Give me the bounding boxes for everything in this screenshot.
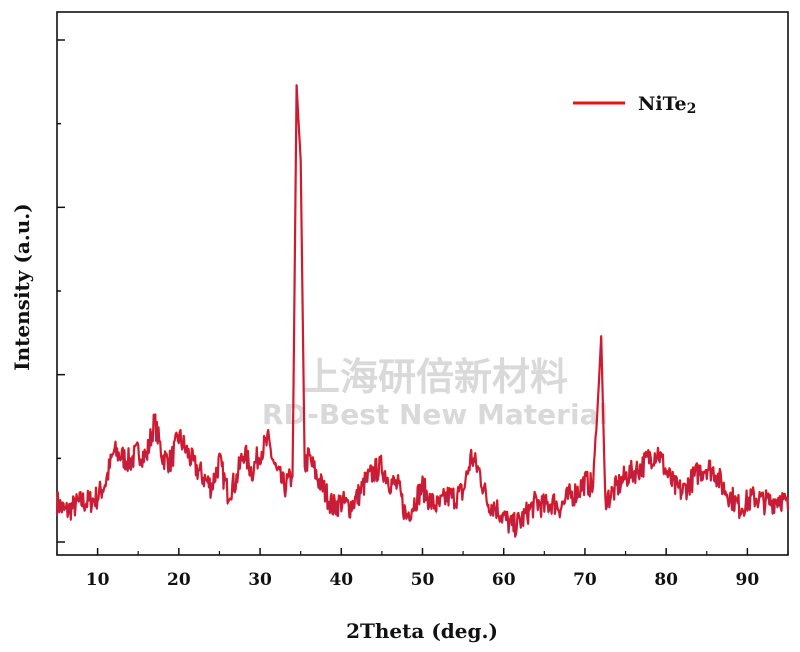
series-line-shadow <box>56 86 789 539</box>
legend: NiTe2 <box>573 93 696 117</box>
x-tick-label-30: 30 <box>248 570 272 590</box>
y-axis-ticks <box>57 39 65 543</box>
series-line-nite2 <box>55 84 790 538</box>
legend-label-main: NiTe <box>638 93 687 115</box>
x-axis-title: 2Theta (deg.) <box>346 619 498 643</box>
y-axis-title: Intensity (a.u.) <box>10 203 34 370</box>
watermark-english: RD-Best New Material <box>262 398 608 431</box>
x-tick-label-70: 70 <box>573 570 597 590</box>
x-tick-label-40: 40 <box>329 570 353 590</box>
x-axis-ticks <box>56 548 789 555</box>
watermark-chinese: 上海研倍新材料 <box>302 355 568 399</box>
x-axis-tick-labels: 10 20 30 40 50 60 70 80 90 <box>86 570 760 590</box>
x-tick-label-20: 20 <box>167 570 191 590</box>
x-tick-label-90: 90 <box>736 570 760 590</box>
legend-label-nite2: NiTe2 <box>638 93 696 117</box>
legend-label-subscript: 2 <box>687 101 697 117</box>
x-tick-label-50: 50 <box>411 570 435 590</box>
x-tick-label-80: 80 <box>654 570 678 590</box>
x-tick-label-60: 60 <box>492 570 516 590</box>
x-tick-label-10: 10 <box>86 570 110 590</box>
